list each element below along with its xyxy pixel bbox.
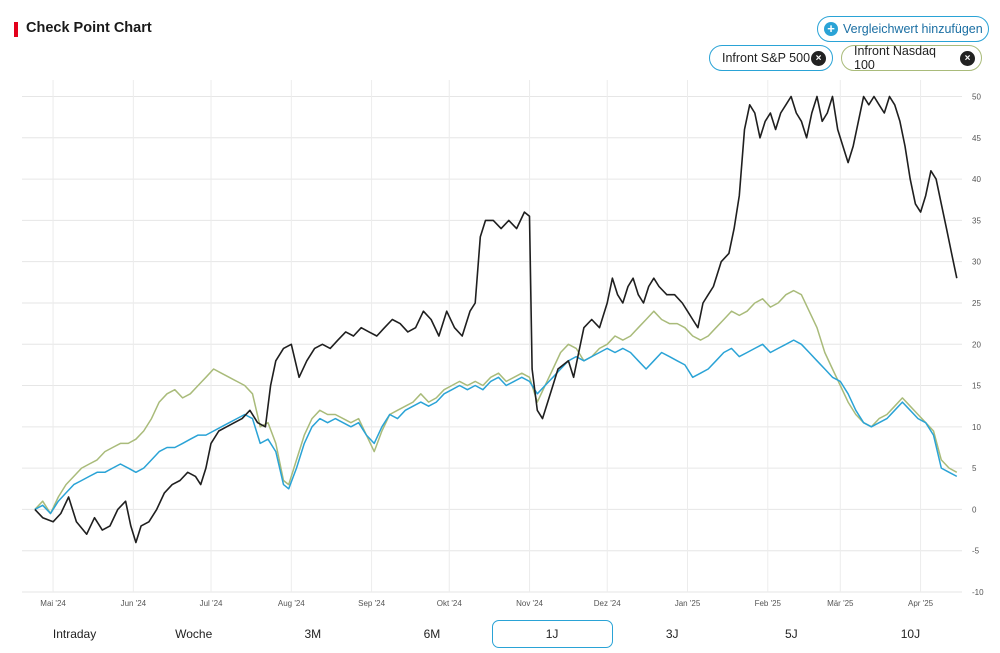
plus-icon: + (824, 22, 838, 36)
y-tick-label: 0 (972, 505, 977, 514)
series-line-0 (34, 95, 958, 544)
tab-10j[interactable]: 10J (900, 627, 921, 641)
x-tick-label: Apr '25 (908, 599, 934, 608)
page-title: Check Point Chart (26, 20, 152, 36)
close-icon[interactable]: × (960, 50, 975, 66)
x-tick-label: Jul '24 (200, 599, 223, 608)
compare-chip-nasdaq100[interactable]: Infront Nasdaq 100 × (841, 44, 982, 72)
x-tick-label: Mai '24 (40, 599, 66, 608)
series-line-2 (34, 289, 958, 515)
tab-1j[interactable]: 1J (491, 620, 613, 648)
y-tick-label: 45 (972, 134, 981, 143)
x-tick-label: Okt '24 (437, 599, 463, 608)
series-line-1 (34, 339, 958, 515)
y-tick-label: 15 (972, 382, 981, 391)
x-tick-label: Sep '24 (358, 599, 385, 608)
x-tick-label: Jan '25 (675, 599, 701, 608)
x-tick-label: Jun '24 (121, 599, 147, 608)
y-tick-label: 5 (972, 464, 977, 473)
x-tick-label: Dez '24 (594, 599, 621, 608)
compare-chip-label: Infront S&P 500 (722, 51, 811, 65)
add-comparison-button[interactable]: + Vergleichwert hinzufügen (817, 16, 989, 42)
tab-intraday[interactable]: Intraday (52, 627, 97, 641)
x-tick-label: Nov '24 (516, 599, 543, 608)
x-tick-label: Feb '25 (755, 599, 782, 608)
y-tick-label: 25 (972, 299, 981, 308)
y-tick-label: 35 (972, 216, 981, 225)
y-tick-label: 10 (972, 423, 981, 432)
y-tick-label: 50 (972, 93, 981, 102)
tab-6m[interactable]: 6M (423, 627, 441, 641)
compare-chip-sp500[interactable]: Infront S&P 500 × (709, 45, 833, 71)
y-tick-label: -5 (972, 547, 980, 556)
tab-3m[interactable]: 3M (304, 627, 322, 641)
x-tick-label: Aug '24 (278, 599, 305, 608)
timeframe-tabs: Intraday Woche 3M 6M 1J 3J 5J 10J (15, 620, 970, 648)
add-comparison-label: Vergleichwert hinzufügen (843, 22, 983, 36)
y-tick-label: -10 (972, 588, 984, 597)
tab-woche[interactable]: Woche (175, 627, 213, 641)
y-tick-label: 40 (972, 175, 981, 184)
y-tick-label: 30 (972, 258, 981, 267)
compare-chip-label: Infront Nasdaq 100 (854, 44, 936, 72)
tab-5j[interactable]: 5J (784, 627, 798, 641)
y-tick-label: 20 (972, 340, 981, 349)
tab-3j[interactable]: 3J (665, 627, 679, 641)
x-tick-label: Mär '25 (827, 599, 854, 608)
title-accent-bar (14, 22, 18, 37)
close-icon[interactable]: × (811, 50, 826, 66)
